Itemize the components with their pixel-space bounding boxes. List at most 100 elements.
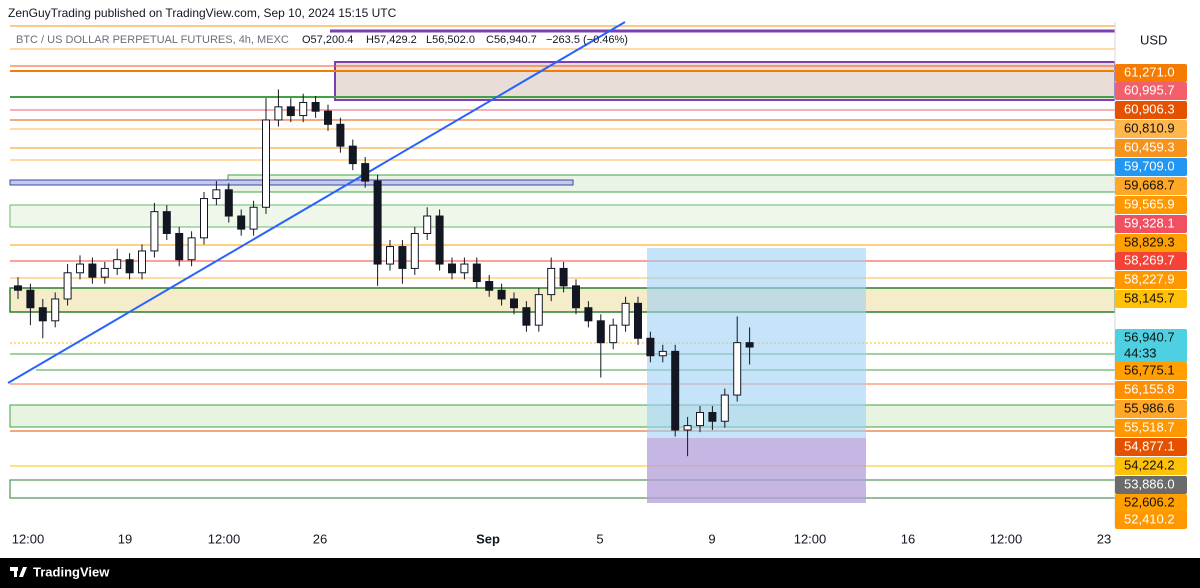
close: C56,940.7 <box>486 34 537 46</box>
candle-body <box>274 106 283 121</box>
time-label: 12:00 <box>794 531 827 546</box>
candle-body <box>671 350 680 431</box>
publisher-line: ZenGuyTrading published on TradingView.c… <box>8 6 397 20</box>
trendline <box>7 21 626 384</box>
candle-body <box>572 285 580 309</box>
candle-body <box>435 215 444 265</box>
countdown: 44:33 <box>1124 345 1157 360</box>
candle-body <box>410 232 419 269</box>
price-label: 58,145.7 <box>1124 290 1175 305</box>
candle-body <box>510 298 518 309</box>
price-label: 59,565.9 <box>1124 196 1175 211</box>
price-label-bg <box>1115 196 1187 214</box>
candle-body <box>150 211 159 252</box>
candle-body <box>175 232 184 261</box>
price-label-bg <box>1115 457 1187 475</box>
candle-body <box>237 215 246 230</box>
price-label: 58,829.3 <box>1124 234 1175 249</box>
candle-body <box>348 145 357 165</box>
candle-body <box>26 289 35 309</box>
candle-body <box>14 285 22 291</box>
price-label: 53,886.0 <box>1124 476 1175 491</box>
candle-body <box>311 101 320 112</box>
price-label: 60,906.3 <box>1124 101 1175 116</box>
position-loss <box>647 438 866 503</box>
candle-body <box>472 263 481 283</box>
symbol: BTC / US DOLLAR PERPETUAL FUTURES, 4h, M… <box>16 34 289 46</box>
candle-body <box>522 307 531 326</box>
price-label: 61,271.0 <box>1124 64 1175 79</box>
price-label: 52,410.2 <box>1124 511 1175 526</box>
time-label: 12:00 <box>208 531 241 546</box>
price-label-bg <box>1115 400 1187 418</box>
candle-body <box>373 180 382 265</box>
time-label: 12:00 <box>990 531 1023 546</box>
brand: TradingView <box>33 564 110 579</box>
time-axis: 12:00 19 12:00 26 Sep 5 9 12:00 16 12:00 23 <box>12 531 1112 546</box>
price-label-bg <box>1115 419 1187 437</box>
candle-body <box>138 250 146 274</box>
candle-body <box>559 267 568 287</box>
candle-body <box>460 263 469 274</box>
candles <box>14 89 754 457</box>
candle-body <box>683 425 692 431</box>
candle-body <box>63 272 72 300</box>
price-label-bg <box>1115 381 1187 399</box>
zone <box>9 479 1116 499</box>
high: H57,429.2 <box>366 34 417 46</box>
price-label-bg <box>1115 215 1187 233</box>
candle-body <box>249 206 258 230</box>
candle-body <box>733 342 742 396</box>
price-label-bg <box>1115 252 1187 270</box>
candle-body <box>398 246 407 269</box>
candle-body <box>200 198 208 239</box>
candle-body <box>609 324 618 344</box>
zone <box>9 204 1116 228</box>
candle-body <box>497 289 506 300</box>
supply-zone <box>334 61 1116 101</box>
candle-body <box>634 302 642 339</box>
price-label: 60,459.3 <box>1124 139 1175 154</box>
candle-body <box>38 307 47 322</box>
price-label: 54,877.1 <box>1124 438 1175 453</box>
time-label: 26 <box>313 531 327 546</box>
candle-body <box>212 189 221 200</box>
price-label: 56,775.1 <box>1124 362 1175 377</box>
footer <box>0 558 1200 588</box>
price-labels: 61,271.0 60,995.7 60,906.3 60,810.9 60,459.3… <box>1115 64 1187 529</box>
price-label-bg <box>1115 82 1187 100</box>
price-label-bg <box>1115 438 1187 456</box>
candle-body <box>621 302 630 326</box>
price-label: 60,810.9 <box>1124 120 1175 135</box>
candle-body <box>51 298 60 322</box>
price-label: 58,227.9 <box>1124 271 1175 286</box>
zone <box>9 287 1116 313</box>
candle-body <box>361 163 370 182</box>
price-label-bg <box>1115 271 1187 289</box>
candle-body <box>485 281 494 291</box>
time-label: 16 <box>901 531 915 546</box>
low: L56,502.0 <box>426 34 475 46</box>
candle-body <box>547 267 556 296</box>
candle-body <box>100 267 109 278</box>
candle-body <box>646 337 655 357</box>
candle-body <box>224 189 233 217</box>
price-label-bg <box>1115 64 1187 82</box>
candle-body <box>125 259 134 274</box>
price-label-bg <box>1115 476 1187 494</box>
change: −263.5 (−0.46%) <box>546 34 628 46</box>
candle-body <box>286 106 295 117</box>
position-profit <box>647 248 866 438</box>
price-label-bg <box>1115 120 1187 138</box>
candle-body <box>596 320 605 344</box>
price-label-bg <box>1115 177 1187 195</box>
candle-body <box>745 342 754 348</box>
candle-body <box>720 394 729 422</box>
candle-body <box>423 215 432 234</box>
candle-body <box>113 259 122 269</box>
candle-body <box>76 263 84 274</box>
price-label: 60,995.7 <box>1124 82 1175 97</box>
price-label-bg <box>1115 234 1187 252</box>
price-label-bg <box>1115 158 1187 176</box>
